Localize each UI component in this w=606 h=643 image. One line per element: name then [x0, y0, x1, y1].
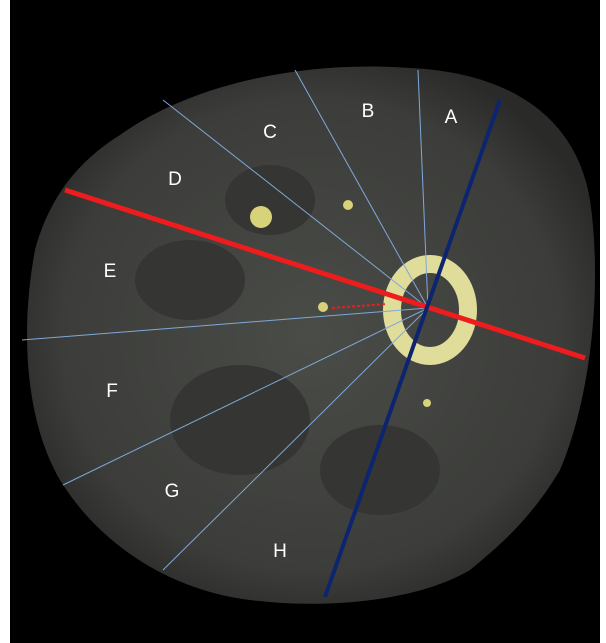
sector-lines [21, 69, 429, 571]
body-section [27, 66, 596, 604]
vessel [423, 399, 431, 407]
sector-label: A [445, 107, 458, 128]
sector-label: G [165, 481, 180, 502]
sector-label: B [362, 101, 375, 122]
sector-label: C [263, 122, 277, 143]
sector-label: D [168, 169, 182, 190]
vessel [343, 200, 353, 210]
blue-axis [323, 99, 502, 598]
red-axis [64, 187, 586, 361]
sector-label: E [104, 261, 117, 282]
sector-labels: A B C D E F G H [104, 101, 458, 562]
vessel [318, 302, 328, 312]
muscle-shapes [135, 165, 440, 515]
vessel [250, 206, 272, 228]
sector-label: F [106, 381, 118, 402]
distance-arrow [331, 303, 387, 309]
femur-cortex [383, 255, 477, 365]
sector-label: H [273, 541, 287, 562]
